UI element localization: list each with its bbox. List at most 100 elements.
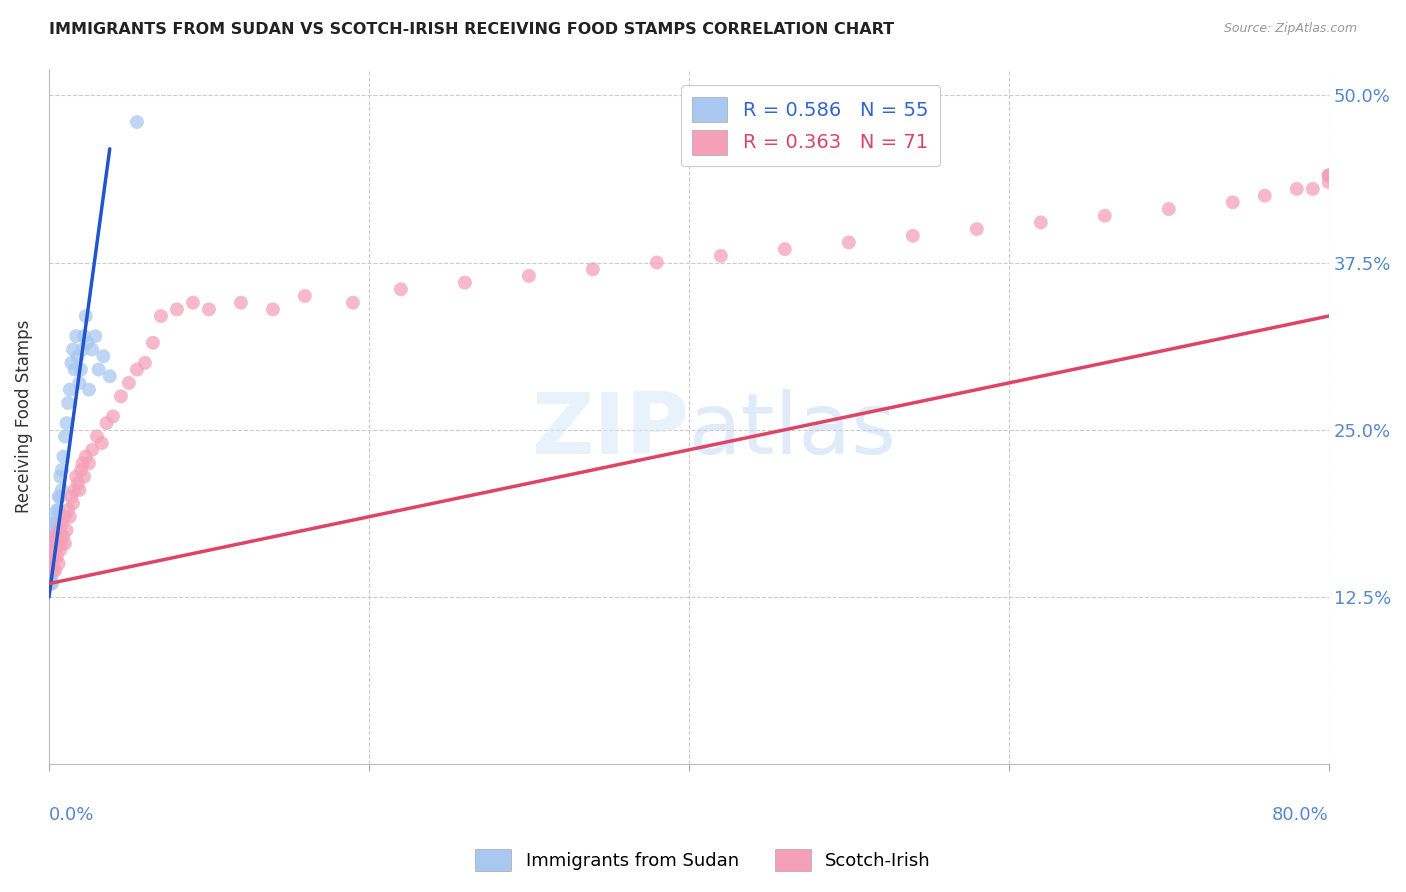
Point bbox=[82, 442, 104, 457]
Point bbox=[142, 335, 165, 350]
Point bbox=[198, 302, 221, 317]
Legend: Immigrants from Sudan, Scotch-Irish: Immigrants from Sudan, Scotch-Irish bbox=[468, 842, 938, 879]
Point bbox=[44, 530, 66, 544]
Point bbox=[72, 456, 94, 470]
Point bbox=[48, 490, 70, 504]
Point bbox=[39, 536, 62, 550]
Point bbox=[966, 222, 988, 236]
Point bbox=[66, 349, 89, 363]
Point bbox=[342, 295, 364, 310]
Legend: R = 0.586   N = 55, R = 0.363   N = 71: R = 0.586 N = 55, R = 0.363 N = 71 bbox=[681, 86, 941, 166]
Point bbox=[48, 557, 70, 571]
Point bbox=[39, 563, 62, 577]
Point bbox=[87, 362, 110, 376]
Point bbox=[66, 476, 89, 491]
Point bbox=[46, 530, 69, 544]
Point bbox=[63, 483, 86, 497]
Point bbox=[49, 543, 72, 558]
Point bbox=[65, 469, 87, 483]
Point bbox=[1222, 195, 1244, 210]
Point bbox=[73, 469, 96, 483]
Point bbox=[262, 302, 284, 317]
Point bbox=[41, 536, 63, 550]
Point bbox=[229, 295, 252, 310]
Point bbox=[44, 509, 66, 524]
Point bbox=[53, 536, 76, 550]
Point bbox=[582, 262, 605, 277]
Point bbox=[125, 115, 148, 129]
Point bbox=[41, 563, 63, 577]
Text: 0.0%: 0.0% bbox=[49, 806, 94, 824]
Point bbox=[42, 530, 65, 544]
Point bbox=[42, 563, 65, 577]
Point bbox=[42, 530, 65, 544]
Point bbox=[110, 389, 132, 403]
Point bbox=[73, 329, 96, 343]
Point bbox=[86, 429, 108, 443]
Point bbox=[125, 362, 148, 376]
Point bbox=[1317, 175, 1340, 189]
Point bbox=[65, 329, 87, 343]
Point bbox=[67, 483, 90, 497]
Point bbox=[38, 570, 60, 584]
Point bbox=[82, 343, 104, 357]
Point bbox=[42, 523, 65, 537]
Point bbox=[41, 536, 63, 550]
Text: IMMIGRANTS FROM SUDAN VS SCOTCH-IRISH RECEIVING FOOD STAMPS CORRELATION CHART: IMMIGRANTS FROM SUDAN VS SCOTCH-IRISH RE… bbox=[49, 22, 894, 37]
Point bbox=[901, 228, 924, 243]
Point bbox=[53, 429, 76, 443]
Point bbox=[56, 396, 79, 410]
Point bbox=[41, 563, 63, 577]
Point bbox=[96, 416, 118, 430]
Point bbox=[1029, 215, 1052, 229]
Point bbox=[70, 362, 93, 376]
Point bbox=[1317, 169, 1340, 183]
Point bbox=[41, 543, 63, 558]
Point bbox=[838, 235, 860, 250]
Point bbox=[41, 570, 63, 584]
Text: atlas: atlas bbox=[689, 389, 897, 472]
Point bbox=[39, 576, 62, 591]
Point bbox=[41, 557, 63, 571]
Point bbox=[48, 536, 70, 550]
Point bbox=[77, 383, 100, 397]
Point bbox=[41, 549, 63, 564]
Point bbox=[44, 543, 66, 558]
Point bbox=[55, 416, 77, 430]
Point bbox=[1094, 209, 1116, 223]
Point bbox=[517, 268, 540, 283]
Point bbox=[93, 349, 115, 363]
Point bbox=[56, 503, 79, 517]
Text: Source: ZipAtlas.com: Source: ZipAtlas.com bbox=[1223, 22, 1357, 36]
Point bbox=[101, 409, 124, 424]
Point bbox=[134, 356, 156, 370]
Point bbox=[49, 523, 72, 537]
Point bbox=[49, 490, 72, 504]
Point bbox=[38, 549, 60, 564]
Point bbox=[62, 343, 84, 357]
Point bbox=[46, 530, 69, 544]
Point bbox=[52, 530, 75, 544]
Point bbox=[118, 376, 141, 390]
Point bbox=[1254, 188, 1277, 202]
Point bbox=[72, 343, 94, 357]
Point bbox=[60, 356, 83, 370]
Text: ZIP: ZIP bbox=[531, 389, 689, 472]
Point bbox=[149, 309, 172, 323]
Point bbox=[39, 549, 62, 564]
Point bbox=[41, 576, 63, 591]
Point bbox=[181, 295, 204, 310]
Point bbox=[44, 543, 66, 558]
Point bbox=[44, 516, 66, 531]
Point bbox=[42, 549, 65, 564]
Point bbox=[1302, 182, 1324, 196]
Point bbox=[98, 369, 121, 384]
Point bbox=[75, 309, 97, 323]
Point bbox=[42, 549, 65, 564]
Point bbox=[645, 255, 668, 269]
Point bbox=[42, 543, 65, 558]
Point bbox=[1157, 202, 1180, 216]
Point bbox=[46, 516, 69, 531]
Point bbox=[59, 509, 82, 524]
Text: 80.0%: 80.0% bbox=[1272, 806, 1329, 824]
